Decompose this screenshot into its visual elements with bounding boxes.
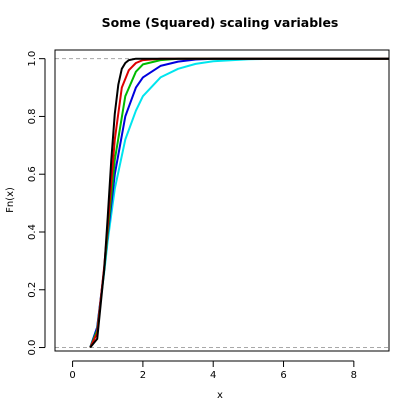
x-tick-label: 4: [210, 370, 216, 381]
x-axis-label: x: [217, 390, 223, 401]
series-line-4: [89, 57, 389, 349]
series-line-1: [89, 57, 389, 348]
series-line-0: [89, 57, 389, 348]
reference-lines: [55, 58, 389, 349]
y-axis: 0.0 0.2 0.4 0.6 0.8 1.0: [27, 51, 46, 356]
y-axis-label: Fn(x): [5, 187, 16, 213]
y-tick-label: 1.0: [27, 51, 38, 67]
y-tick-label: 0.4: [27, 224, 38, 240]
series-group: [89, 57, 389, 349]
x-tick-label: 0: [69, 370, 75, 381]
chart-title: Some (Squared) scaling variables: [102, 15, 339, 30]
plot-frame: [54, 49, 390, 352]
series-line-2: [89, 57, 389, 348]
y-tick-label: 0.8: [27, 108, 38, 124]
y-tick-label: 0.6: [27, 166, 38, 182]
series-line-3: [89, 57, 389, 348]
y-tick-label: 0.0: [27, 340, 38, 356]
x-tick-label: 6: [280, 370, 286, 381]
x-tick-label: 2: [140, 370, 146, 381]
x-axis: 0 2 4 6 8: [69, 360, 357, 381]
y-tick-label: 0.2: [27, 282, 38, 298]
x-tick-label: 8: [351, 370, 357, 381]
